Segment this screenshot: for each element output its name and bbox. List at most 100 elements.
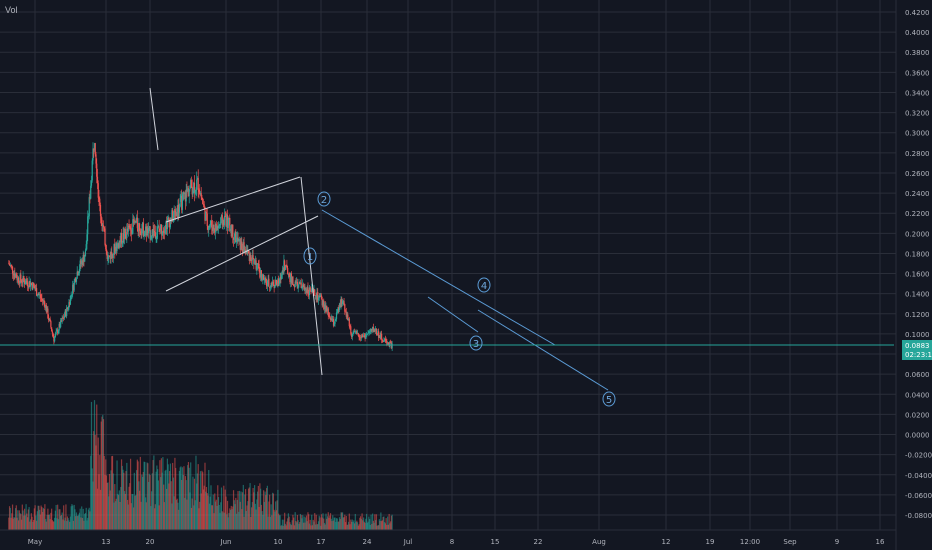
volume-bar bbox=[178, 509, 180, 530]
volume-bar bbox=[359, 516, 362, 530]
volume-bar bbox=[51, 508, 53, 530]
candle-body bbox=[154, 230, 156, 233]
volume-bar bbox=[331, 521, 333, 530]
volume-bar bbox=[42, 507, 44, 530]
candle-body bbox=[169, 220, 171, 228]
volume-bar bbox=[194, 500, 196, 530]
volume-bar bbox=[280, 525, 282, 530]
candle-body bbox=[353, 331, 356, 333]
volume-bar bbox=[142, 472, 144, 530]
candle-body bbox=[17, 277, 20, 283]
volume-bar bbox=[9, 507, 11, 530]
volume-bar bbox=[120, 486, 122, 530]
candle-body bbox=[114, 244, 116, 254]
candle-body bbox=[259, 270, 261, 278]
volume-bar bbox=[211, 505, 214, 530]
time-axis[interactable]: May 13 20 Jun 10 17 24 Jul 8 15 22 Aug 12 19 12:00 Sep 9… bbox=[0, 529, 896, 546]
volume-bar bbox=[365, 518, 367, 530]
volume-bar bbox=[207, 495, 209, 530]
price-tick-label: 0.0200 bbox=[905, 411, 930, 419]
volume-bar bbox=[378, 519, 380, 530]
volume-bar bbox=[283, 519, 285, 530]
candle-body bbox=[27, 286, 29, 288]
candle-body bbox=[88, 197, 90, 217]
volume-bar bbox=[190, 462, 192, 530]
volume-bar bbox=[390, 515, 392, 530]
volume-bar bbox=[382, 516, 384, 530]
candle-body bbox=[76, 271, 78, 279]
volume-bar bbox=[375, 520, 377, 530]
volume-bar bbox=[318, 515, 320, 530]
candle-body bbox=[174, 210, 176, 212]
candle-body bbox=[75, 278, 78, 282]
candle-body bbox=[275, 279, 277, 285]
candle-body bbox=[45, 305, 47, 313]
volume-bar bbox=[38, 505, 40, 530]
candle-body bbox=[302, 284, 304, 287]
volume-bar bbox=[147, 463, 149, 530]
candle-body bbox=[112, 253, 114, 259]
candle-body bbox=[286, 265, 288, 269]
candle-body bbox=[82, 255, 84, 265]
volume-bar bbox=[387, 516, 389, 530]
candle-body bbox=[26, 282, 29, 287]
candle-body bbox=[77, 271, 79, 276]
candle-body bbox=[96, 176, 99, 184]
volume-bar bbox=[293, 517, 295, 530]
volume-bar bbox=[8, 506, 11, 530]
volume-bar bbox=[127, 504, 129, 530]
volume-bar bbox=[223, 512, 226, 530]
volume-bar bbox=[138, 490, 141, 530]
candle-body bbox=[92, 148, 94, 161]
candle-body bbox=[42, 298, 44, 301]
candle-body bbox=[334, 320, 336, 324]
volume-bar bbox=[355, 522, 357, 530]
candle-body bbox=[99, 204, 102, 217]
candle-body bbox=[361, 335, 363, 337]
price-tick-label: 0.3000 bbox=[905, 130, 930, 138]
volume-bar bbox=[68, 520, 70, 530]
volume-bar bbox=[88, 507, 90, 530]
candle-body bbox=[284, 265, 287, 271]
volume-bar bbox=[196, 473, 199, 530]
candle-body bbox=[190, 180, 193, 188]
candle-body bbox=[165, 222, 167, 229]
volume-bar bbox=[208, 470, 210, 530]
price-tick-label: 0.4000 bbox=[905, 29, 930, 37]
volume-bar bbox=[342, 517, 344, 530]
volume-bar bbox=[83, 520, 85, 530]
volume-bar bbox=[15, 505, 17, 530]
candle-body bbox=[335, 312, 338, 319]
candle-body bbox=[237, 237, 239, 242]
candle-body bbox=[349, 326, 351, 327]
candle-body bbox=[36, 295, 38, 297]
candle-body bbox=[301, 286, 303, 288]
volume-bar bbox=[358, 524, 360, 530]
candle-body bbox=[93, 148, 95, 151]
candle-body bbox=[39, 294, 41, 296]
candle-body bbox=[232, 224, 234, 238]
volume-bar bbox=[156, 465, 158, 530]
candle-body bbox=[354, 331, 356, 333]
candle-body bbox=[8, 263, 11, 266]
volume-bar bbox=[114, 484, 116, 530]
candle-body bbox=[123, 233, 125, 239]
volume-bar bbox=[257, 491, 259, 530]
volume-bar bbox=[199, 471, 202, 530]
volume-bar bbox=[323, 523, 326, 530]
candle-body bbox=[304, 286, 306, 290]
volume-bar bbox=[11, 513, 13, 530]
candle-body bbox=[350, 333, 353, 337]
price-axis[interactable]: 0.4200 0.4000 0.3800 0.3600 0.3400 0.3200 0.30… bbox=[895, 0, 932, 550]
volume-bar bbox=[247, 501, 249, 530]
candle-body bbox=[226, 214, 229, 228]
candle-body bbox=[175, 211, 177, 216]
volume-bar bbox=[177, 502, 179, 530]
candle-body bbox=[138, 223, 141, 231]
volume-bar bbox=[243, 516, 245, 530]
volume-bar bbox=[199, 501, 201, 530]
candle-body bbox=[283, 260, 285, 273]
candle-body bbox=[225, 216, 227, 227]
candle-body bbox=[63, 315, 66, 319]
